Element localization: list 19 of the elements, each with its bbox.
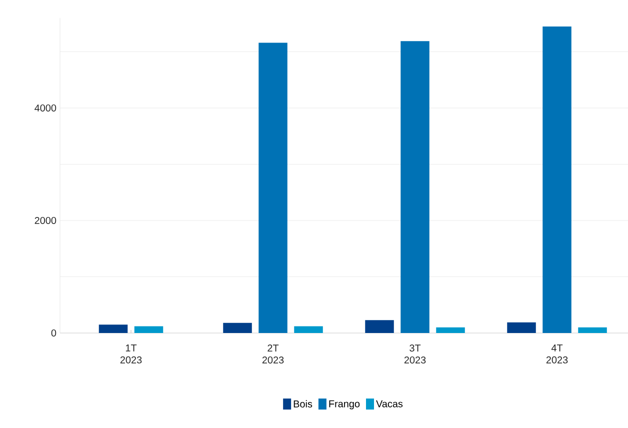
y-tick-label: 4000 (34, 104, 56, 112)
y-tick-label: 2000 (34, 216, 56, 224)
x-tick-label: 4T 2023 (546, 344, 568, 364)
bar (223, 322, 252, 333)
x-tick-label: 2T 2023 (262, 344, 284, 364)
bar (294, 326, 323, 333)
x-tick-label: 1T 2023 (120, 344, 142, 364)
bar (436, 327, 465, 333)
bar (258, 42, 288, 333)
x-tick-label: 3T 2023 (404, 344, 426, 364)
legend-label: Vacas (376, 400, 403, 408)
bar (400, 41, 430, 333)
legend-label: Bois (294, 400, 312, 408)
y-tick-label: 0 (51, 329, 56, 337)
bar (578, 327, 607, 333)
bar (542, 26, 572, 333)
bar (507, 322, 536, 333)
legend-label: Frango (329, 400, 360, 410)
bar (365, 320, 394, 333)
